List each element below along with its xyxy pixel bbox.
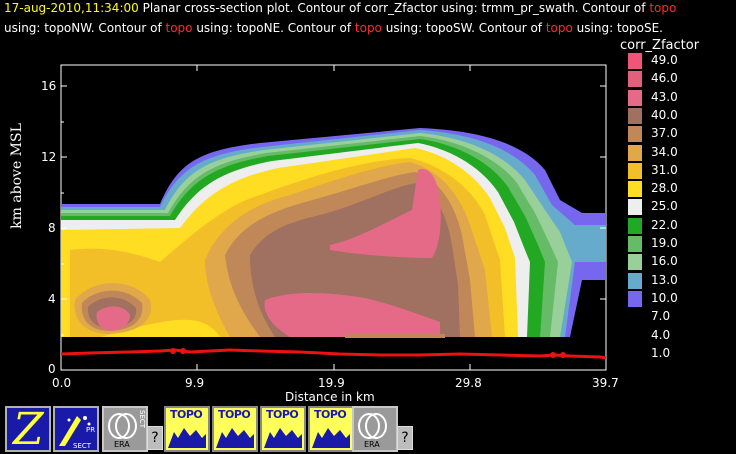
colorbar-swatch [628, 254, 642, 271]
colorbar-level: 28.0 [623, 180, 733, 198]
xtick-label: 9.9 [185, 376, 205, 390]
help-button[interactable]: ? [147, 426, 163, 450]
colorbar-level: 7.0 [623, 308, 733, 325]
colorbar-swatch [628, 199, 642, 216]
xtick-label: 39.7 [592, 376, 619, 390]
colorbar-label: 34.0 [651, 144, 678, 159]
topo-sect-nw-button[interactable]: TOPO [164, 406, 210, 452]
colorbar-level: 34.0 [623, 144, 733, 161]
xtick-label: 19.9 [318, 376, 345, 390]
colorbar-level: 16.0 [623, 253, 733, 271]
pr-sect-button[interactable]: PR SECT [53, 406, 99, 452]
colorbar-label: 31.0 [651, 162, 678, 177]
colorbar-level: 43.0 [623, 89, 733, 106]
colorbar-swatch [628, 290, 642, 307]
ytick-label: 8 [48, 221, 56, 235]
colorbar-level: 19.0 [623, 235, 733, 252]
ytick-label: 4 [48, 292, 56, 306]
x-axis-label: Distance in km [285, 390, 375, 404]
colorbar-level: 40.0 [623, 107, 733, 124]
topo-marker [170, 348, 176, 354]
colorbar-level: 25.0 [623, 198, 733, 216]
colorbar-level: 1.0 [623, 345, 733, 362]
zoom-button[interactable]: Z [5, 404, 51, 454]
colorbar-label: 1.0 [651, 345, 671, 360]
ytick-label: 16 [41, 79, 57, 93]
topo-mountain-icon [216, 428, 254, 448]
xtick-label: 0.0 [52, 376, 72, 390]
topo-marker [560, 352, 566, 358]
topo-marker [180, 348, 186, 354]
era-radar-icon [358, 413, 387, 439]
era-button[interactable]: ERA [352, 406, 398, 452]
colorbar-level: 37.0 [623, 125, 733, 143]
colorbar-swatch [628, 107, 642, 124]
timestamp: 17-aug-2010,11:34:00 [4, 1, 139, 15]
colorbar-level: 22.0 [623, 217, 733, 234]
contour-43-lower [264, 293, 440, 337]
colorbar-label: 7.0 [651, 309, 671, 324]
colorbar-label: 10.0 [651, 290, 678, 305]
colorbar-label: 43.0 [651, 89, 678, 104]
colorbar-swatch [628, 144, 642, 161]
plot-title-line-1: 17-aug-2010,11:34:00 Planar cross-sectio… [4, 1, 677, 15]
colorbar-swatch [628, 126, 642, 143]
colorbar-label: 40.0 [651, 107, 678, 122]
colorbar-label: 46.0 [651, 71, 678, 86]
z-icon: Z [13, 404, 44, 454]
colorbar-level: 4.0 [623, 327, 733, 344]
axis-ticks [61, 65, 606, 370]
topo-sect-ne-button[interactable]: TOPO [212, 406, 258, 452]
topo-mountain-icon [264, 428, 302, 448]
xtick-label: 29.8 [455, 376, 482, 390]
colorbar-level: 46.0 [623, 70, 733, 88]
topo-marker [550, 352, 556, 358]
colorbar-label: 4.0 [651, 327, 671, 342]
colorbar-title: corr_Zfactor [620, 38, 700, 53]
y-axis-label: km above MSL [8, 123, 25, 229]
colorbar-swatch [628, 217, 642, 234]
colorbar-level: 10.0 [623, 290, 733, 307]
colorbar-label: 25.0 [651, 199, 678, 214]
colorbar-swatch [628, 53, 642, 69]
colorbar-label: 37.0 [651, 126, 678, 141]
ytick-label: 0 [48, 362, 56, 376]
toolbar: Z PR SECT ERA SECT ? TOPO TOPO TOPO [0, 402, 736, 454]
colorbar-label: 49.0 [651, 53, 678, 67]
colorbar-swatch [628, 89, 642, 106]
colorbar-label: 13.0 [651, 272, 678, 287]
colorbar-level: 49.0 [623, 52, 733, 69]
topo-sect-se-button[interactable]: TOPO [308, 406, 354, 452]
ytick-label: 12 [41, 150, 57, 164]
colorbar-swatch [628, 162, 642, 179]
contour-43-left [96, 306, 130, 331]
era-radar-icon [108, 413, 137, 439]
colorbar-swatch [628, 181, 642, 198]
pr-cross-section-icon [59, 416, 91, 446]
contour-43-upper [330, 169, 441, 258]
colorbar-label: 22.0 [651, 217, 678, 232]
colorbar-label: 19.0 [651, 236, 678, 250]
plot-title-line-2: using: topoNW. Contour of topo using: to… [4, 21, 663, 35]
colorbar-swatch [628, 272, 642, 289]
colorbar-label: 28.0 [651, 181, 678, 196]
colorbar-swatch [628, 71, 642, 88]
topo-mountain-icon [312, 428, 350, 448]
era-sect-button[interactable]: ERA SECT [102, 406, 148, 452]
surface-band [345, 334, 445, 338]
topo-sect-sw-button[interactable]: TOPO [260, 406, 306, 452]
colorbar-level: 13.0 [623, 272, 733, 289]
colorbar-label: 16.0 [651, 254, 678, 269]
topo-mountain-icon [168, 428, 206, 448]
colorbar-swatch [628, 236, 642, 252]
colorbar-level: 31.0 [623, 162, 733, 179]
help-button[interactable]: ? [397, 426, 413, 450]
